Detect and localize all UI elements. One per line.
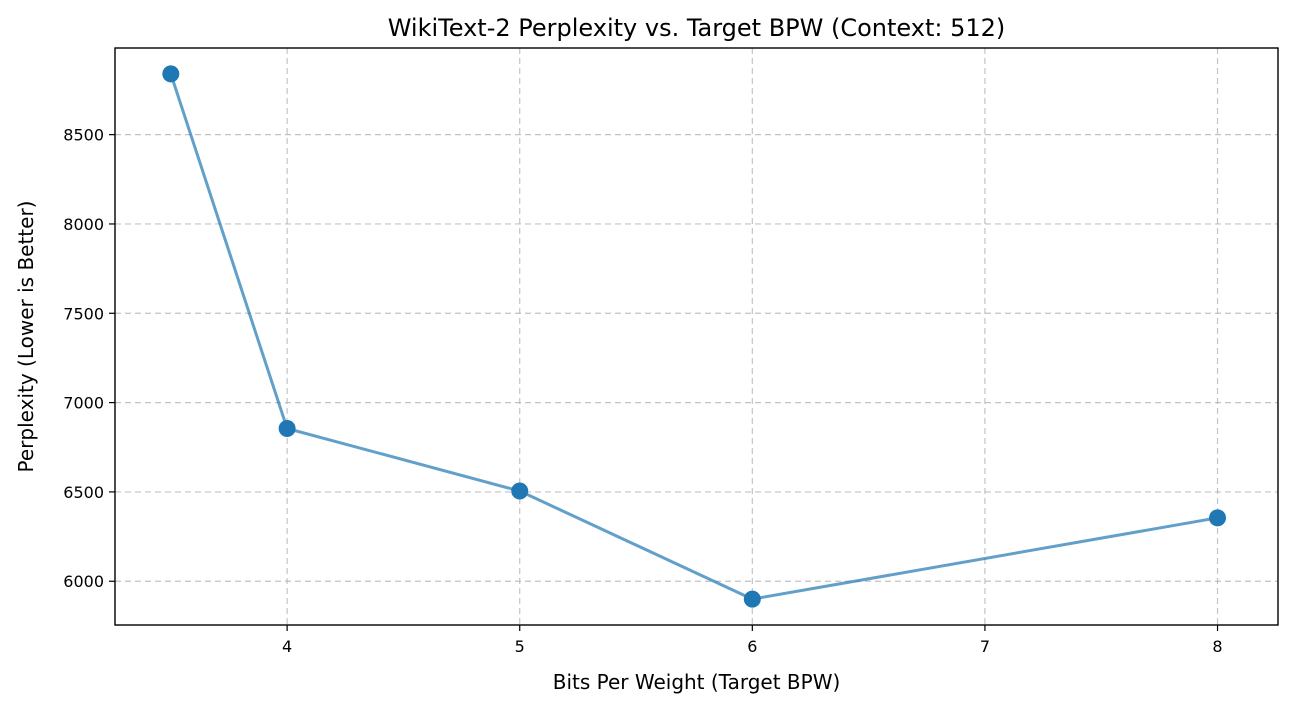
data-point	[1209, 509, 1227, 527]
y-tick-label: 8500	[63, 126, 104, 145]
data-point	[511, 482, 529, 500]
x-tick-label: 4	[282, 637, 292, 656]
y-tick-label: 7000	[63, 394, 104, 413]
data-point	[278, 420, 296, 437]
y-axis-ticks: 6000 6500 7000 7500 8000 8500	[63, 126, 115, 591]
chart-title: WikiText-2 Perplexity vs. Target BPW (Co…	[388, 14, 1006, 42]
grid-lines	[115, 48, 1278, 625]
y-tick-label: 8000	[63, 215, 104, 234]
x-tick-label: 8	[1212, 637, 1222, 656]
x-tick-label: 7	[980, 637, 990, 656]
data-point	[743, 590, 761, 608]
data-point	[162, 65, 180, 83]
y-axis-label: Perplexity (Lower is Better)	[14, 201, 38, 473]
series-line	[169, 73, 1218, 601]
x-axis-ticks: 4 5 6 7 8	[282, 625, 1223, 656]
y-tick-label: 6500	[63, 483, 104, 502]
axes-frame	[114, 47, 1279, 626]
plot-series	[162, 65, 1227, 608]
x-axis-label: Bits Per Weight (Target BPW)	[553, 670, 841, 694]
x-tick-label: 5	[515, 637, 525, 656]
y-tick-label: 7500	[63, 304, 104, 323]
x-tick-label: 6	[747, 637, 757, 656]
y-tick-label: 6000	[63, 572, 104, 591]
